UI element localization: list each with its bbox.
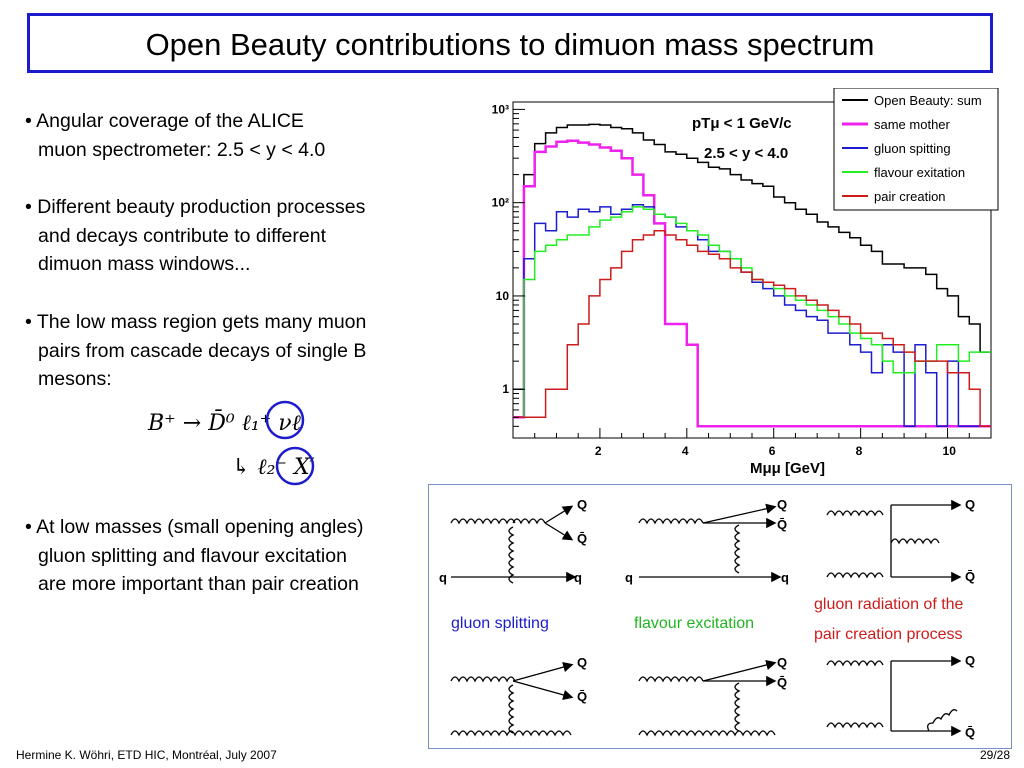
y-tick-label: 10² bbox=[492, 196, 509, 210]
q-label: Q bbox=[965, 497, 975, 512]
bullet-line: • Different beauty production processes bbox=[25, 196, 366, 218]
q-label: Q bbox=[777, 497, 787, 512]
quark-label: q bbox=[625, 570, 633, 585]
bullet-low-mass-region: • The low mass region gets many muon pai… bbox=[25, 308, 366, 394]
q-label: Q bbox=[777, 655, 787, 670]
diagram-gluon-splitting-1 bbox=[450, 505, 577, 584]
qbar-label: Q̄ bbox=[965, 725, 975, 740]
x-tick-label: 10 bbox=[943, 444, 957, 458]
y-tick-label: 10³ bbox=[492, 102, 509, 116]
series-same-mother bbox=[513, 139, 991, 428]
q-label: Q bbox=[577, 497, 587, 512]
cut-pt-label: pTμ < 1 GeV/c bbox=[692, 115, 792, 132]
formula-line1: B⁺ → D̄⁰ ℓ₁⁺ νℓ bbox=[147, 409, 302, 436]
legend-label: Open Beauty: sum bbox=[874, 93, 982, 108]
diagram-flavour-excitation-1 bbox=[638, 503, 782, 583]
page-number: 29/28 bbox=[980, 748, 1011, 762]
x-tick-label: 4 bbox=[682, 444, 689, 458]
qbar-label: Q̄ bbox=[577, 689, 587, 704]
x-axis-label: Mμμ [GeV] bbox=[750, 460, 825, 477]
decay-formula: B⁺ → D̄⁰ ℓ₁⁺ νℓ ↳ ℓ₂⁻ X′ bbox=[147, 400, 315, 486]
bullet-angular-coverage: • Angular coverage of the ALICE muon spe… bbox=[25, 107, 325, 164]
footer-author: Hermine K. Wöhri, ETD HIC, Montréal, Jul… bbox=[16, 748, 277, 762]
qbar-label: Q̄ bbox=[777, 675, 787, 690]
feynman-diagrams: Q Q̄ q q Q Q̄ q q Q Q̄ gluon splitting f… bbox=[439, 497, 975, 740]
bullet-line: gluon splitting and flavour excitation bbox=[38, 544, 347, 567]
bullet-line: muon spectrometer: 2.5 < y < 4.0 bbox=[38, 138, 326, 161]
diagram-flavour-excitation-2 bbox=[638, 659, 777, 737]
feynman-diagrams-panel: Q Q̄ q q Q Q̄ q q Q Q̄ gluon splitting f… bbox=[428, 484, 1012, 749]
x-tick-label: 8 bbox=[856, 444, 863, 458]
quark-label: q bbox=[781, 570, 789, 585]
lepton2-circle bbox=[275, 446, 315, 486]
bullet-line: dimuon mass windows... bbox=[38, 253, 251, 275]
qbar-label: Q̄ bbox=[577, 531, 587, 546]
formula-line2: ↳ ℓ₂⁻ X′ bbox=[232, 455, 315, 480]
series-open-beauty-sum bbox=[513, 123, 991, 390]
bullet-line: • At low masses (small opening angles) bbox=[25, 516, 364, 538]
legend: Open Beauty: sum same mother gluon spittin… bbox=[833, 88, 999, 211]
bullet-low-masses: • At low masses (small opening angles) g… bbox=[25, 513, 363, 599]
diagram-gluon-splitting-2 bbox=[450, 662, 574, 737]
legend-label: gluon spitting bbox=[874, 141, 951, 156]
slide-title: Open Beauty contributions to dimuon mass… bbox=[145, 27, 875, 62]
caption-flavour-excitation: flavour excitation bbox=[634, 615, 754, 632]
legend-label: same mother bbox=[874, 117, 951, 132]
axes-group: 2 4 6 8 10 1 10 10² 10³ bbox=[492, 102, 992, 458]
dimuon-mass-chart: 2 4 6 8 10 1 10 10² 10³ pTμ < 1 GeV/c 2.5 < y < … bbox=[492, 88, 999, 477]
quark-label: q bbox=[439, 570, 447, 585]
y-tick-label: 1 bbox=[502, 382, 509, 396]
caption-gluon-radiation-2: pair creation process bbox=[814, 626, 963, 643]
legend-label: pair creation bbox=[874, 189, 946, 204]
cut-y-label: 2.5 < y < 4.0 bbox=[704, 145, 788, 162]
qbar-label: Q̄ bbox=[777, 517, 787, 532]
title-box: Open Beauty contributions to dimuon mass… bbox=[27, 13, 993, 73]
bullet-line: are more important than pair creation bbox=[38, 573, 359, 595]
histogram-group bbox=[513, 123, 991, 428]
bullet-line: pairs from cascade decays of single B bbox=[38, 339, 367, 362]
caption-gluon-splitting: gluon splitting bbox=[451, 615, 549, 632]
bullet-line: and decays contribute to different bbox=[38, 224, 326, 247]
caption-gluon-radiation-1: gluon radiation of the bbox=[814, 596, 964, 613]
legend-label: flavour exitation bbox=[874, 165, 965, 180]
bullet-line: • The low mass region gets many muon bbox=[25, 311, 367, 333]
y-tick-label: 10 bbox=[496, 289, 510, 303]
bullet-production-processes: • Different beauty production processes … bbox=[25, 193, 365, 279]
series-pair-creation bbox=[513, 229, 991, 428]
bullet-line: • Angular coverage of the ALICE bbox=[25, 110, 304, 132]
diagram-gluon-radiation-1 bbox=[826, 499, 962, 583]
q-label: Q bbox=[965, 653, 975, 668]
bullet-line: mesons: bbox=[38, 368, 112, 390]
x-tick-label: 2 bbox=[595, 444, 602, 458]
x-tick-label: 6 bbox=[769, 444, 776, 458]
qbar-label: Q̄ bbox=[965, 569, 975, 584]
quark-label: q bbox=[574, 570, 582, 585]
diagram-gluon-radiation-2 bbox=[826, 655, 962, 737]
lepton1-circle bbox=[265, 400, 305, 440]
q-label: Q bbox=[577, 655, 587, 670]
